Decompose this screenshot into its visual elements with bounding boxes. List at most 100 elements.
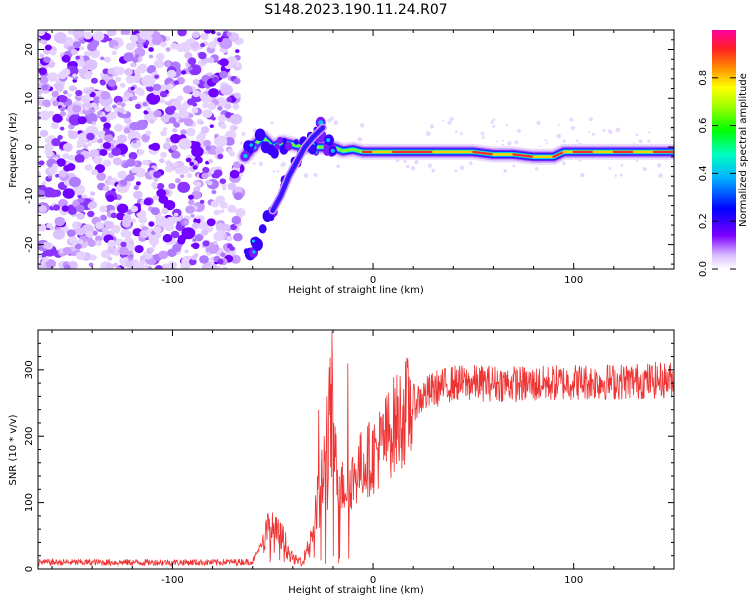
noise-blob (59, 106, 66, 112)
noise-blob (202, 240, 210, 247)
noise-blob (102, 185, 110, 192)
noise-blob (61, 54, 71, 63)
noise-blob (128, 253, 134, 259)
noise-blob (211, 116, 216, 121)
noise-blob (165, 47, 171, 52)
noise-blob (92, 155, 103, 165)
noise-blob (192, 141, 201, 149)
noise-speckle (501, 143, 505, 147)
noise-blob (116, 212, 125, 221)
noise-blob (177, 181, 191, 193)
noise-speckle (614, 174, 618, 178)
noise-blob (111, 50, 117, 56)
noise-blob (87, 42, 97, 52)
noise-blob (78, 60, 86, 67)
noise-blob (217, 37, 223, 43)
noise-blob (85, 230, 94, 238)
noise-speckle (592, 132, 595, 136)
noise-blob (148, 47, 154, 52)
noise-blob (181, 41, 189, 49)
noise-speckle (410, 166, 416, 171)
noise-blob (170, 42, 178, 50)
noise-blob (224, 137, 235, 146)
noise-speckle (642, 167, 647, 172)
noise-blob (191, 146, 204, 158)
noise-blob (177, 30, 187, 37)
noise-blob (97, 138, 103, 144)
noise-speckle (580, 173, 585, 178)
snr-xlabel: Height of straight line (km) (288, 585, 424, 596)
noise-blob (45, 151, 54, 158)
signal-blob (276, 136, 283, 144)
noise-blob (130, 264, 141, 269)
noise-speckle (492, 124, 496, 128)
noise-blob (38, 223, 47, 232)
noise-blob (171, 244, 182, 253)
noise-blob (43, 56, 51, 63)
noise-blob (192, 79, 200, 85)
noise-blob (217, 106, 223, 111)
noise-blob (107, 175, 113, 180)
noise-blob (183, 220, 189, 225)
noise-blob (154, 74, 160, 79)
noise-blob (177, 237, 186, 245)
noise-blob (233, 92, 241, 99)
noise-blob (75, 204, 85, 213)
noise-blob (75, 55, 80, 60)
noise-blob (111, 147, 122, 156)
noise-blob (88, 262, 94, 267)
noise-blob (83, 50, 91, 57)
noise-blob (58, 170, 67, 178)
noise-speckle (272, 170, 275, 173)
noise-blob (78, 68, 84, 74)
noise-blob (128, 152, 138, 160)
noise-speckle (546, 142, 549, 145)
noise-speckle (281, 162, 286, 167)
noise-blob (52, 163, 59, 169)
noise-speckle (425, 131, 431, 136)
noise-blob (144, 264, 149, 269)
noise-blob (104, 134, 114, 143)
snr-ylabel: SNR (10 * v/v) (8, 414, 19, 485)
noise-blob (191, 107, 199, 114)
noise-blob (134, 245, 144, 254)
noise-blob (115, 76, 122, 82)
noise-blob (142, 159, 149, 166)
noise-blob (100, 90, 111, 100)
signal-blob-core (251, 239, 255, 243)
noise-blob (235, 49, 240, 53)
noise-blob (199, 199, 205, 204)
y-tick-label: -20 (24, 236, 35, 252)
noise-blob (122, 219, 131, 228)
noise-blob (148, 54, 154, 59)
noise-speckle (514, 140, 519, 145)
noise-speckle (360, 123, 365, 128)
noise-blob (51, 90, 59, 98)
noise-speckle (619, 173, 623, 177)
x-tick-label: 100 (564, 575, 583, 586)
noise-blob (62, 188, 75, 199)
noise-blob (67, 93, 72, 97)
noise-blob (175, 167, 183, 175)
signal-blob (258, 224, 267, 234)
noise-blob (55, 173, 60, 178)
y-tick-label: 100 (24, 493, 35, 512)
noise-blob (130, 86, 135, 91)
noise-blob (160, 151, 168, 158)
noise-blob (200, 42, 206, 48)
noise-blob (76, 227, 86, 236)
noise-speckle (239, 141, 243, 145)
noise-blob (83, 31, 93, 40)
noise-blob (136, 42, 144, 49)
noise-blob (200, 32, 209, 41)
noise-blob (102, 159, 112, 167)
noise-blob (185, 205, 196, 214)
noise-blob (155, 52, 165, 61)
spectrogram-noise (38, 30, 674, 269)
noise-speckle (562, 161, 566, 166)
noise-blob (185, 157, 192, 163)
noise-blob (129, 34, 139, 42)
spectrogram-ylabel: Frequency (Hz) (8, 112, 19, 188)
noise-blob (62, 143, 73, 152)
noise-blob (42, 256, 49, 262)
